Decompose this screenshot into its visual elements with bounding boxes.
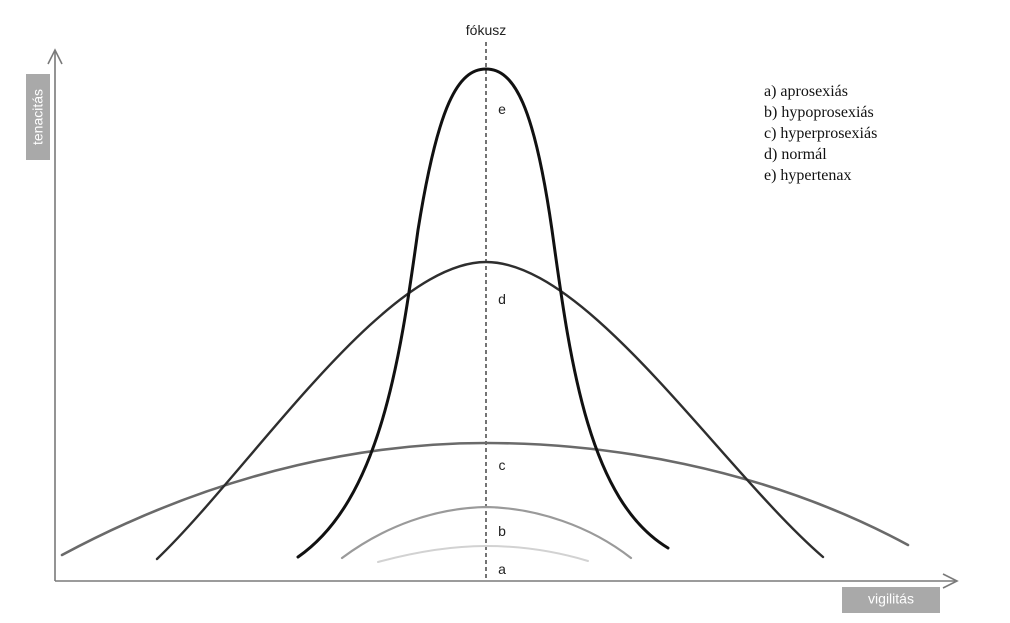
curve-label-d: d [498, 291, 506, 307]
y-axis-label: tenacitás [30, 89, 46, 145]
y-axis-label-box [26, 74, 50, 160]
legend-item-c: c) hyperprosexiás [764, 125, 877, 142]
legend-item-e: e) hypertenax [764, 167, 852, 184]
curve-c-hyperprosexias [60, 441, 910, 557]
curve-label-a: a [498, 561, 506, 577]
legend-item-a: a) aprosexiás [764, 83, 848, 100]
x-axis-label-box [842, 587, 940, 613]
curve-b-hypoprosexias [340, 505, 633, 560]
x-axis-label: vigilitás [868, 591, 914, 607]
curve-label-b: b [498, 523, 506, 539]
curve-label-e: e [498, 101, 506, 117]
focus-label: fókusz [466, 22, 506, 38]
curve-a-aprosexias [377, 544, 589, 563]
curve-label-c: c [499, 457, 506, 473]
curve-d-normal [155, 260, 825, 561]
curve-e-hypertenax [296, 67, 670, 559]
y-axis-arrowhead [47, 48, 63, 65]
y-axis-label-tag: tenacitás [26, 74, 50, 160]
legend-item-d: d) normál [764, 146, 827, 163]
curves-group [60, 67, 910, 563]
legend-item-b: b) hypoprosexiás [764, 104, 874, 121]
legend: a) aprosexiás b) hypoprosexiás c) hyperp… [764, 83, 877, 184]
x-axis-arrowhead [942, 573, 959, 589]
x-axis-label-tag: vigilitás [842, 587, 940, 613]
